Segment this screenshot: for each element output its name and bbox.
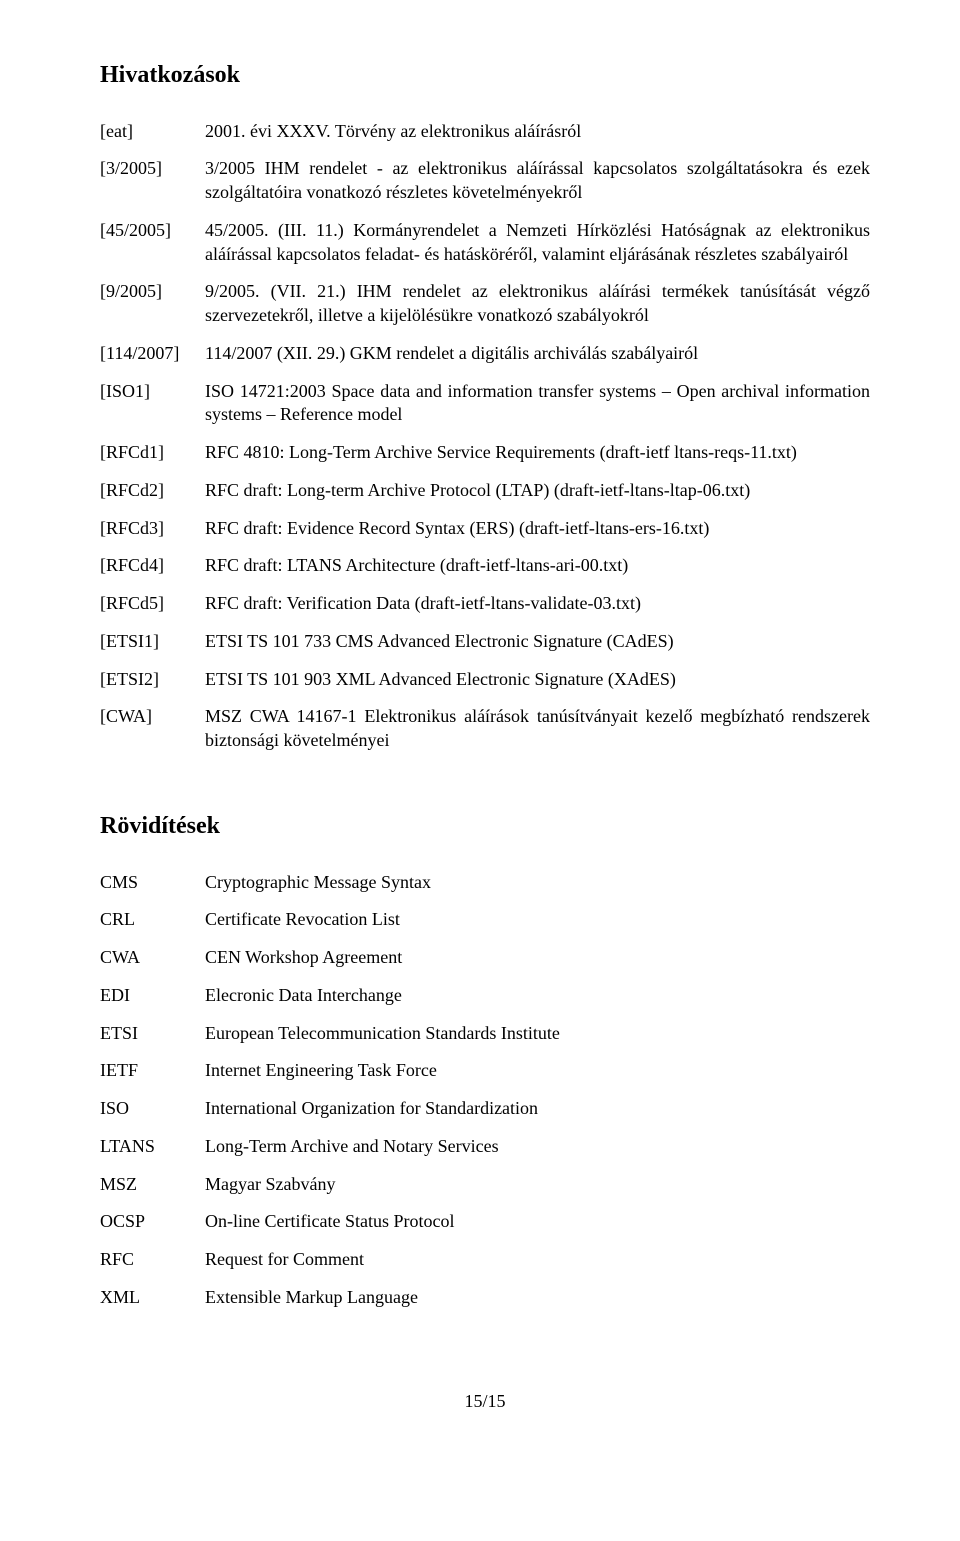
- reference-key: [RFCd2]: [100, 479, 205, 503]
- abbreviation-value: Extensible Markup Language: [205, 1286, 870, 1310]
- reference-value: 2001. évi XXXV. Törvény az elektronikus …: [205, 120, 870, 144]
- reference-key: [45/2005]: [100, 219, 205, 267]
- abbreviation-value: International Organization for Standardi…: [205, 1097, 870, 1121]
- reference-value: RFC 4810: Long-Term Archive Service Requ…: [205, 441, 870, 465]
- reference-row: [ISO1]ISO 14721:2003 Space data and info…: [100, 380, 870, 428]
- abbreviation-value: European Telecommunication Standards Ins…: [205, 1022, 870, 1046]
- reference-key: [eat]: [100, 120, 205, 144]
- abbreviation-row: ETSIEuropean Telecommunication Standards…: [100, 1022, 870, 1046]
- abbreviation-key: CMS: [100, 871, 205, 895]
- abbreviation-value: Long-Term Archive and Notary Services: [205, 1135, 870, 1159]
- abbreviation-row: XMLExtensible Markup Language: [100, 1286, 870, 1310]
- abbreviation-row: IETFInternet Engineering Task Force: [100, 1059, 870, 1083]
- reference-row: [ETSI1]ETSI TS 101 733 CMS Advanced Elec…: [100, 630, 870, 654]
- abbreviation-key: CRL: [100, 908, 205, 932]
- abbreviation-row: OCSPOn-line Certificate Status Protocol: [100, 1210, 870, 1234]
- reference-key: [RFCd4]: [100, 554, 205, 578]
- reference-value: 3/2005 IHM rendelet - az elektronikus al…: [205, 157, 870, 205]
- reference-key: [ETSI1]: [100, 630, 205, 654]
- reference-value: RFC draft: LTANS Architecture (draft-iet…: [205, 554, 870, 578]
- reference-key: [RFCd1]: [100, 441, 205, 465]
- abbreviation-row: MSZMagyar Szabvány: [100, 1173, 870, 1197]
- reference-row: [CWA]MSZ CWA 14167-1 Elektronikus aláírá…: [100, 705, 870, 753]
- reference-row: [RFCd5]RFC draft: Verification Data (dra…: [100, 592, 870, 616]
- reference-key: [114/2007]: [100, 342, 205, 366]
- reference-row: [RFCd2]RFC draft: Long-term Archive Prot…: [100, 479, 870, 503]
- reference-row: [eat]2001. évi XXXV. Törvény az elektron…: [100, 120, 870, 144]
- page-number: 15/15: [100, 1390, 870, 1414]
- abbreviation-value: Certificate Revocation List: [205, 908, 870, 932]
- abbreviation-value: Cryptographic Message Syntax: [205, 871, 870, 895]
- abbreviation-value: On-line Certificate Status Protocol: [205, 1210, 870, 1234]
- reference-key: [CWA]: [100, 705, 205, 753]
- reference-value: RFC draft: Long-term Archive Protocol (L…: [205, 479, 870, 503]
- reference-value: MSZ CWA 14167-1 Elektronikus aláírások t…: [205, 705, 870, 753]
- abbreviation-key: OCSP: [100, 1210, 205, 1234]
- reference-row: [9/2005]9/2005. (VII. 21.) IHM rendelet …: [100, 280, 870, 328]
- abbreviation-row: LTANSLong-Term Archive and Notary Servic…: [100, 1135, 870, 1159]
- abbreviation-value: Magyar Szabvány: [205, 1173, 870, 1197]
- abbreviation-row: CWACEN Workshop Agreement: [100, 946, 870, 970]
- abbreviation-key: RFC: [100, 1248, 205, 1272]
- references-list: [eat]2001. évi XXXV. Törvény az elektron…: [100, 120, 870, 753]
- abbreviation-value: CEN Workshop Agreement: [205, 946, 870, 970]
- abbreviation-key: IETF: [100, 1059, 205, 1083]
- reference-row: [114/2007]114/2007 (XII. 29.) GKM rendel…: [100, 342, 870, 366]
- reference-row: [RFCd4]RFC draft: LTANS Architecture (dr…: [100, 554, 870, 578]
- abbreviation-value: Request for Comment: [205, 1248, 870, 1272]
- reference-value: 45/2005. (III. 11.) Kormányrendelet a Ne…: [205, 219, 870, 267]
- reference-key: [9/2005]: [100, 280, 205, 328]
- reference-row: [3/2005]3/2005 IHM rendelet - az elektro…: [100, 157, 870, 205]
- references-heading: Hivatkozások: [100, 60, 870, 92]
- reference-row: [ETSI2]ETSI TS 101 903 XML Advanced Elec…: [100, 668, 870, 692]
- abbreviation-value: Elecronic Data Interchange: [205, 984, 870, 1008]
- abbreviation-value: Internet Engineering Task Force: [205, 1059, 870, 1083]
- abbreviations-heading: Rövidítések: [100, 811, 870, 843]
- abbreviation-row: RFCRequest for Comment: [100, 1248, 870, 1272]
- reference-row: [45/2005]45/2005. (III. 11.) Kormányrend…: [100, 219, 870, 267]
- reference-value: RFC draft: Verification Data (draft-ietf…: [205, 592, 870, 616]
- abbreviations-list: CMSCryptographic Message SyntaxCRLCertif…: [100, 871, 870, 1310]
- reference-key: [RFCd3]: [100, 517, 205, 541]
- abbreviation-key: MSZ: [100, 1173, 205, 1197]
- reference-row: [RFCd1]RFC 4810: Long-Term Archive Servi…: [100, 441, 870, 465]
- reference-value: ISO 14721:2003 Space data and informatio…: [205, 380, 870, 428]
- reference-key: [3/2005]: [100, 157, 205, 205]
- reference-value: RFC draft: Evidence Record Syntax (ERS) …: [205, 517, 870, 541]
- abbreviation-key: XML: [100, 1286, 205, 1310]
- abbreviation-key: ISO: [100, 1097, 205, 1121]
- reference-key: [ISO1]: [100, 380, 205, 428]
- reference-row: [RFCd3]RFC draft: Evidence Record Syntax…: [100, 517, 870, 541]
- reference-value: ETSI TS 101 733 CMS Advanced Electronic …: [205, 630, 870, 654]
- reference-value: 9/2005. (VII. 21.) IHM rendelet az elekt…: [205, 280, 870, 328]
- abbreviation-row: CRLCertificate Revocation List: [100, 908, 870, 932]
- abbreviation-row: ISOInternational Organization for Standa…: [100, 1097, 870, 1121]
- reference-key: [RFCd5]: [100, 592, 205, 616]
- reference-key: [ETSI2]: [100, 668, 205, 692]
- abbreviation-key: LTANS: [100, 1135, 205, 1159]
- reference-value: 114/2007 (XII. 29.) GKM rendelet a digit…: [205, 342, 870, 366]
- reference-value: ETSI TS 101 903 XML Advanced Electronic …: [205, 668, 870, 692]
- abbreviation-row: CMSCryptographic Message Syntax: [100, 871, 870, 895]
- abbreviation-key: EDI: [100, 984, 205, 1008]
- abbreviation-key: CWA: [100, 946, 205, 970]
- abbreviation-key: ETSI: [100, 1022, 205, 1046]
- abbreviation-row: EDIElecronic Data Interchange: [100, 984, 870, 1008]
